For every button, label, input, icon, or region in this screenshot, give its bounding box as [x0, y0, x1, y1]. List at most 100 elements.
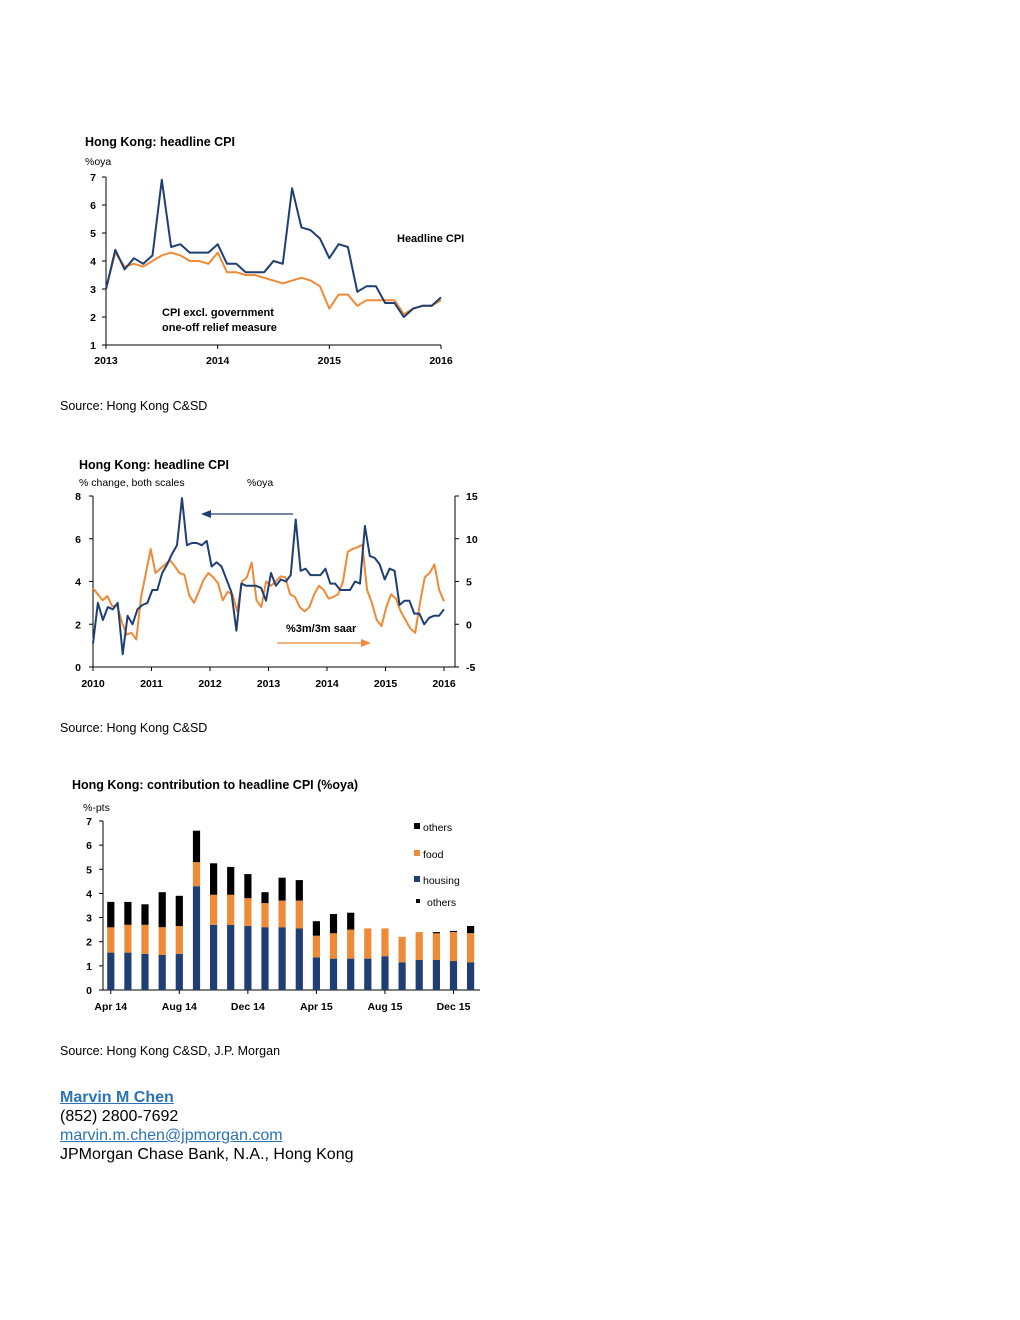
- chart3-y-tick-label: 1: [86, 961, 92, 973]
- chart3-bar-food: [312, 935, 320, 958]
- chart3-bar-housing: [398, 962, 406, 990]
- chart2-y-left-tick-label: 6: [75, 534, 81, 546]
- chart3-axes: 0 1 2 3 4 5 6 7 Apr 14 Aug 14 Dec 14 Apr 15 Aug 15 De…: [86, 816, 480, 1013]
- legend-swatch-food: [414, 850, 420, 856]
- legend-label-food: food: [423, 849, 444, 861]
- legend-swatch-others: [414, 823, 420, 829]
- chart3-bar-food: [295, 900, 303, 929]
- chart3-bar-housing: [278, 927, 286, 990]
- chart3-bar-housing: [381, 956, 389, 990]
- author-name-link[interactable]: Marvin M Chen: [60, 1089, 174, 1106]
- chart3-bar-housing: [295, 928, 303, 990]
- chart2-title: Hong Kong: headline CPI: [79, 458, 229, 472]
- chart3-bar-housing: [261, 927, 269, 990]
- chart3-unit: %-pts: [83, 802, 110, 814]
- chart3-source: Source: Hong Kong C&SD, J.P. Morgan: [60, 1044, 281, 1058]
- chart3-bar-others: [278, 877, 286, 901]
- chart3-bar-others: [295, 880, 303, 901]
- author-contact: Marvin M Chen (852) 2800-7692 marvin.m.c…: [60, 1088, 354, 1164]
- chart2-y-right-tick-label: -5: [466, 662, 475, 674]
- chart2-y-left-tick-label: 0: [75, 662, 81, 674]
- chart-cpi-contribution: Hong Kong: contribution to headline CPI …: [72, 778, 480, 1013]
- chart2-source: Source: Hong Kong C&SD: [60, 721, 208, 735]
- chart1-y-tick-label: 3: [90, 284, 96, 296]
- chart1-x-tick-label: 2015: [318, 355, 342, 367]
- chart1-plot: [105, 178, 442, 318]
- chart3-y-tick-label: 3: [86, 913, 92, 925]
- chart3-bar-food: [364, 928, 372, 959]
- chart3-bar-housing: [124, 952, 132, 990]
- chart3-bar-housing: [415, 959, 423, 990]
- chart3-bar-food: [210, 894, 218, 925]
- chart3-bar-housing: [312, 957, 320, 990]
- chart1-title: Hong Kong: headline CPI: [85, 135, 235, 149]
- chart3-bar-housing: [449, 961, 458, 990]
- chart3-y-tick-label: 7: [86, 816, 92, 828]
- chart2-y-right-tick-label: 5: [466, 577, 472, 589]
- chart1-label-excl-1: CPI excl. government: [162, 307, 274, 319]
- chart3-bar-others: [210, 863, 218, 895]
- chart3-bar-food: [432, 933, 440, 960]
- chart2-y-left-tick-label: 2: [75, 619, 81, 631]
- chart3-bar-others: [227, 866, 235, 895]
- chart1-x-tick-label: 2016: [429, 355, 453, 367]
- chart3-bar-others: [261, 892, 269, 904]
- chart3-plot: [107, 830, 475, 990]
- chart-headline-cpi-dual: Hong Kong: headline CPI % change, both s…: [75, 458, 478, 690]
- chart3-x-tick-label: Dec 14: [231, 1001, 265, 1013]
- chart1-series-line: [105, 251, 442, 316]
- author-email-link[interactable]: marvin.m.chen@jpmorgan.com: [60, 1127, 283, 1144]
- chart3-bar-housing: [432, 959, 440, 990]
- chart3-x-tick-label: Dec 15: [437, 1001, 471, 1013]
- chart2-x-tick-label: 2015: [374, 678, 398, 690]
- chart3-bar-others: [124, 901, 132, 925]
- chart2-right-unit: %oya: [247, 477, 273, 489]
- chart3-bar-housing: [210, 924, 218, 990]
- chart3-bar-food: [244, 898, 252, 927]
- chart1-y-tick-label: 7: [90, 172, 96, 184]
- chart2-x-tick-label: 2016: [432, 678, 456, 690]
- chart3-bar-food: [227, 894, 235, 925]
- chart1-y-tick-label: 6: [90, 200, 96, 212]
- chart3-bar-food: [467, 933, 475, 963]
- chart3-bar-food: [449, 932, 458, 962]
- chart2-x-tick-label: 2012: [198, 678, 222, 690]
- chart1-y-tick-label: 5: [90, 228, 96, 240]
- legend-label-housing: housing: [423, 875, 460, 887]
- chart3-bar-others: [432, 932, 440, 934]
- chart3-bar-food: [329, 933, 338, 959]
- chart3-bar-others: [244, 874, 252, 899]
- chart3-bar-housing: [175, 953, 183, 990]
- chart1-series-line: [105, 178, 442, 318]
- chart3-bar-housing: [329, 958, 338, 990]
- chart3-bar-others: [449, 930, 458, 933]
- chart1-source: Source: Hong Kong C&SD: [60, 399, 208, 413]
- chart2-plot: [92, 497, 445, 656]
- chart2-y-right-tick-label: 10: [466, 534, 478, 546]
- chart1-label-excl-2: one-off relief measure: [162, 322, 277, 334]
- chart2-y-left-tick-label: 8: [75, 491, 81, 503]
- chart3-x-tick-label: Apr 14: [94, 1001, 127, 1013]
- chart-headline-cpi: Hong Kong: headline CPI %oya Headline CP…: [85, 135, 464, 367]
- chart1-label-headline: Headline CPI: [397, 233, 464, 245]
- chart3-y-tick-label: 6: [86, 840, 92, 852]
- chart1-y-tick-label: 4: [90, 256, 96, 268]
- chart3-bar-others: [312, 921, 320, 936]
- chart2-left-unit: % change, both scales: [79, 477, 185, 489]
- chart3-bar-food: [398, 936, 406, 963]
- chart3-bar-others: [192, 830, 201, 863]
- chart2-x-tick-label: 2011: [140, 678, 163, 690]
- chart3-y-tick-label: 0: [86, 985, 92, 997]
- chart3-bar-housing: [141, 953, 149, 990]
- chart3-bar-others: [467, 926, 475, 934]
- legend-label-others: others: [423, 822, 452, 834]
- chart3-bar-others: [175, 895, 183, 926]
- chart2-x-tick-label: 2014: [315, 678, 339, 690]
- author-phone: (852) 2800-7692: [60, 1108, 179, 1125]
- chart1-axes: 1 2 3 4 5 6 7 2013 2014 2015 2016: [90, 172, 453, 367]
- chart3-y-tick-label: 5: [86, 864, 92, 876]
- chart3-bar-others: [107, 901, 115, 928]
- chart3-bar-others: [158, 892, 166, 928]
- chart2-y-right-tick-label: 15: [466, 491, 478, 503]
- chart3-bar-food: [158, 927, 166, 955]
